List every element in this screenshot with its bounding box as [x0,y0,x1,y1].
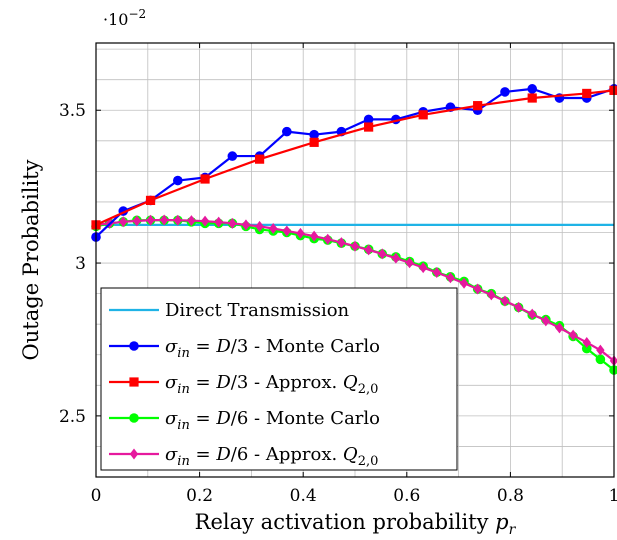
data-point [296,227,305,239]
data-point [609,85,617,95]
data-point [187,215,196,227]
data-point [254,154,265,164]
x-tick-label: 0.8 [497,486,524,506]
data-point [350,240,360,252]
x-tick-label: 1 [609,486,617,506]
data-point [582,88,592,99]
y-axis-label: Outage Probability [19,159,43,360]
data-point [432,267,441,279]
data-point [228,217,237,229]
data-point [173,214,182,226]
data-point [282,126,292,137]
data-point [446,272,455,284]
data-point [473,283,482,295]
data-point [595,354,606,365]
x-tick-label: 0 [91,486,102,506]
legend-entry-d3-approx: σin = D/3 - Approx. Q2,0 [109,372,378,397]
data-point [541,315,551,327]
data-point [309,137,319,147]
data-point [309,230,319,242]
data-point [323,233,332,245]
data-point [309,129,319,140]
data-point [487,289,496,301]
data-point [391,252,401,264]
data-point [282,225,292,237]
data-point [255,220,264,232]
x-tick-label: 0.2 [186,486,213,506]
y-tick-label: 3 [75,254,86,274]
data-point [378,248,387,260]
y-tick-label: 2.5 [59,407,86,427]
legend-entry-direct-transmission: Direct Transmission [109,300,350,321]
data-point [364,244,373,256]
data-point [473,101,483,111]
y-exponent-label: ·10−2 [103,7,146,29]
legend: Direct Transmission σin = D/3 - Monte Car… [100,287,458,471]
data-point [200,215,210,227]
data-point [582,337,591,349]
legend-label: σin = D/6 - Approx. Q2,0 [165,444,378,469]
legend-entry-d6-monte-carlo: σin = D/6 - Monte Carlo [109,408,380,433]
data-point [172,175,183,186]
data-point [119,216,128,228]
data-point [527,93,537,103]
data-point [363,114,374,125]
data-point [200,174,210,184]
legend-marker [129,413,139,423]
data-point [337,237,346,249]
data-point [159,214,169,226]
legend-label: σin = D/3 - Monte Carlo [165,336,380,361]
data-point [145,195,156,206]
legend-label: σin = D/3 - Approx. Q2,0 [165,372,378,397]
data-point [418,262,428,274]
data-point [214,216,223,228]
data-point [227,151,238,161]
plot-frame [95,42,615,478]
data-point [459,277,469,289]
legend-entry-d3-monte-carlo: σin = D/3 - Monte Carlo [109,336,380,361]
data-point [500,87,510,97]
legend-marker [129,377,139,387]
data-point [269,223,278,235]
data-point [568,329,578,341]
data-point [132,215,142,227]
data-point [609,365,617,375]
data-point [146,214,155,226]
data-point [528,308,537,320]
data-point [405,257,414,269]
legend-marker [129,448,139,460]
data-point [555,322,564,334]
data-point [241,219,251,231]
axis-ticks [95,43,615,477]
axis-labels: 0 0.2 0.4 0.6 0.8 1 2.5 3 3.5 ·10−2 Relay activati… [19,7,617,538]
data-point [581,343,592,354]
data-point [514,301,523,313]
legend-label: Direct Transmission [165,300,350,321]
data-point [418,110,428,120]
legend-label: σin = D/6 - Monte Carlo [165,408,380,433]
series-layer [91,84,617,375]
legend-box [100,287,458,471]
legend-marker [129,341,139,351]
x-tick-label: 0.4 [290,486,317,506]
y-tick-label: 3.5 [59,101,86,121]
legend-entry-d6-approx: σin = D/6 - Approx. Q2,0 [109,444,378,469]
x-tick-label: 0.6 [393,486,420,506]
data-point [500,295,510,307]
series-d3-approx [91,85,617,230]
x-axis-label: Relay activation probability pr [195,510,517,538]
data-point [364,122,374,132]
data-point [527,84,538,94]
data-point [596,344,605,356]
series-d3-monte-carlo [91,84,617,242]
series-d6-approx [91,214,617,367]
